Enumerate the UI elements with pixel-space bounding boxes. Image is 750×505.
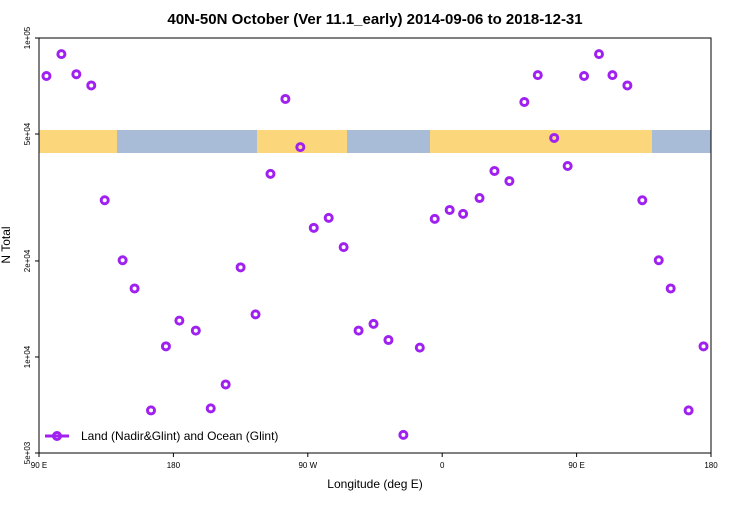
point — [383, 335, 394, 346]
legend-label: Land (Nadir&Glint) and Ocean (Glint) — [81, 429, 278, 443]
y-tick-label: 2e+04 — [23, 249, 32, 272]
point — [368, 318, 379, 329]
point — [338, 242, 349, 253]
y-tick-label: 5e+03 — [23, 441, 32, 464]
x-axis-label: Longitude (deg E) — [327, 477, 422, 491]
point — [280, 93, 291, 104]
point — [86, 80, 97, 91]
point — [549, 132, 560, 143]
point — [129, 283, 140, 294]
x-tick-label: 180 — [704, 461, 718, 470]
point — [637, 195, 648, 206]
x-tick-label: 90 W — [298, 461, 317, 470]
y-tick-label: 5e+04 — [23, 122, 32, 145]
point — [308, 222, 319, 233]
point — [504, 176, 515, 187]
y-tick-label: 1e+04 — [23, 345, 32, 368]
point — [235, 262, 246, 273]
y-tick-label: 1e+05 — [23, 26, 32, 49]
point — [489, 165, 500, 176]
point — [622, 80, 633, 91]
point — [146, 405, 156, 416]
point — [117, 255, 128, 266]
point — [99, 195, 110, 206]
point — [295, 142, 306, 153]
point — [414, 342, 425, 353]
x-tick-label: 90 E — [31, 461, 47, 470]
x-tick-label: 0 — [440, 461, 445, 470]
point — [398, 429, 409, 440]
point — [579, 71, 590, 82]
point — [474, 193, 485, 204]
land — [430, 130, 652, 153]
point — [205, 403, 216, 414]
point — [653, 255, 664, 266]
point — [519, 97, 530, 108]
land — [257, 130, 347, 153]
point — [532, 70, 543, 81]
point — [562, 160, 573, 171]
map-band — [39, 130, 711, 153]
x-tick-label: 180 — [167, 461, 181, 470]
x-tick-label: 90 E — [568, 461, 584, 470]
point — [594, 49, 604, 60]
point — [323, 212, 334, 223]
point — [683, 405, 694, 416]
point — [429, 213, 440, 224]
legend-marker — [52, 431, 62, 441]
point — [607, 70, 618, 81]
point — [160, 341, 171, 352]
point — [41, 71, 52, 82]
y-axis-label: N Total — [0, 226, 13, 263]
point — [174, 315, 185, 326]
point — [698, 341, 709, 352]
point — [71, 69, 82, 80]
point — [190, 325, 201, 336]
point — [665, 283, 676, 294]
point — [265, 168, 276, 179]
point — [353, 325, 364, 336]
plot-frame — [38, 37, 712, 454]
point — [250, 309, 261, 320]
point — [444, 204, 455, 215]
point — [458, 208, 469, 219]
point — [56, 49, 67, 60]
chart-title: 40N-50N October (Ver 11.1_early) 2014-09… — [167, 11, 582, 28]
land — [39, 130, 117, 153]
point — [220, 379, 231, 390]
